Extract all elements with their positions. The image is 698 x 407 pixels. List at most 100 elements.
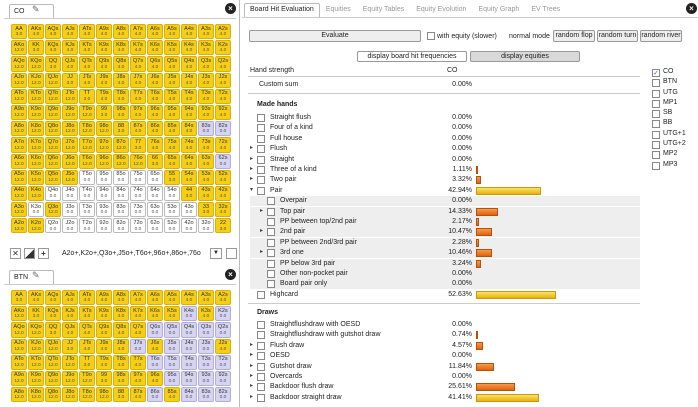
range-cell[interactable]: 98s 4.0 [113, 104, 129, 121]
range-cell[interactable]: 74o 0.0 [130, 185, 146, 202]
legend-checkbox[interactable] [652, 120, 660, 129]
range-cell[interactable]: KJs 4.0 [62, 40, 78, 56]
range-cell[interactable]: 82s 0.0 [215, 121, 231, 137]
range-cell[interactable]: J3s 0.0 [198, 338, 214, 354]
range-cell[interactable]: J5s 4.0 [164, 72, 180, 88]
range-cell[interactable]: 65o 0.0 [147, 169, 163, 185]
legend-item-utgplus2[interactable]: UTG+2 [652, 140, 686, 150]
range-cell[interactable]: 55 3.0 [164, 169, 180, 185]
row-checkbox[interactable] [257, 352, 265, 361]
range-cell[interactable]: JTs 4.0 [79, 72, 95, 88]
range-cell[interactable]: J2s 4.0 [215, 338, 231, 354]
range-cell[interactable]: JTs 4.0 [79, 338, 95, 354]
range-cell[interactable]: 86o 12.0 [113, 153, 129, 169]
range-cell[interactable]: 86s 0.0 [147, 387, 163, 403]
range-cell[interactable]: 62s 0.0 [215, 153, 231, 169]
range-cell[interactable]: 74s 4.0 [181, 137, 197, 153]
range-cell[interactable]: A5s 4.0 [164, 24, 180, 40]
range-cell[interactable]: K5s 4.0 [164, 40, 180, 56]
range-cell[interactable]: T5o 0.0 [79, 169, 95, 185]
range-cell[interactable]: AQs 4.0 [45, 24, 61, 40]
row-checkbox[interactable] [257, 176, 265, 185]
legend-item-btn[interactable]: BTN [652, 78, 686, 88]
range-cell[interactable]: QQ 3.0 [45, 322, 61, 338]
range-cell[interactable]: A7s 4.0 [130, 24, 146, 40]
range-cell[interactable]: ATo 12.0 [11, 88, 27, 104]
range-cell[interactable]: K2s 4.0 [215, 40, 231, 56]
range-cell[interactable]: K6s 4.0 [147, 306, 163, 322]
range-cell[interactable]: A5s 4.0 [164, 290, 180, 306]
range-cell[interactable]: 86s 4.0 [147, 121, 163, 137]
edit-icon[interactable]: ✎ [32, 270, 40, 280]
range-cell[interactable]: Q7s 4.0 [130, 56, 146, 72]
range-cell[interactable]: J2o 0.0 [62, 218, 78, 234]
range-cell[interactable]: J8o 12.0 [62, 387, 78, 403]
range-cell[interactable]: J8s 4.0 [113, 338, 129, 354]
range-cell[interactable]: A3s 4.0 [198, 290, 214, 306]
range-cell[interactable]: 83o 0.0 [113, 202, 129, 218]
expand-arrow-icon[interactable]: ▾ [250, 186, 254, 193]
range-cell[interactable]: AKs 4.0 [28, 24, 44, 40]
range-cell[interactable]: 84o 0.0 [113, 185, 129, 202]
range-cell[interactable]: T8o 12.0 [79, 387, 95, 403]
range-cell[interactable]: JTo 12.0 [62, 88, 78, 104]
range-cell[interactable]: 88 3.0 [113, 387, 129, 403]
range-cell[interactable]: T6s 0.0 [147, 354, 163, 370]
with-equity-checkbox[interactable] [427, 32, 435, 40]
range-cell[interactable]: Q5o 12.0 [45, 169, 61, 185]
range-cell[interactable]: 98s 4.0 [113, 370, 129, 387]
range-cell[interactable]: Q4s 4.0 [181, 56, 197, 72]
range-cell[interactable]: J5s 0.0 [164, 338, 180, 354]
range-cell[interactable]: A6o 12.0 [11, 153, 27, 169]
range-cell[interactable]: K2o 12.0 [28, 218, 44, 234]
range-cell[interactable]: 93o 0.0 [96, 202, 112, 218]
range-cell[interactable]: A4o 12.0 [11, 185, 27, 202]
legend-item-utg[interactable]: UTG [652, 89, 686, 99]
range-cell[interactable]: 83s 0.0 [198, 121, 214, 137]
range-cell[interactable]: Q4s 0.0 [181, 322, 197, 338]
range-cell[interactable]: KQo 12.0 [28, 322, 44, 338]
legend-item-mp3[interactable]: MP3 [652, 161, 686, 171]
range-cell[interactable]: 85o 0.0 [113, 169, 129, 185]
range-cell[interactable]: A9s 4.0 [96, 24, 112, 40]
range-cell[interactable]: J6s 4.0 [147, 72, 163, 88]
range-cell[interactable]: J4s 4.0 [181, 72, 197, 88]
range-cell[interactable]: Q8s 4.0 [113, 56, 129, 72]
range-cell[interactable]: 94s 4.0 [181, 104, 197, 121]
range-cell[interactable]: JJ 3.0 [62, 338, 78, 354]
range-cell[interactable]: K2s 0.0 [215, 306, 231, 322]
range-cell[interactable]: K9o 12.0 [28, 104, 44, 121]
range-cell[interactable]: T3s 0.0 [198, 354, 214, 370]
range-cell[interactable]: JTo 12.0 [62, 354, 78, 370]
expand-arrow-icon[interactable]: ▸ [250, 362, 254, 369]
range-cell[interactable]: 65s 4.0 [164, 153, 180, 169]
range-cell[interactable]: 53s 4.0 [198, 169, 214, 185]
range-cell[interactable]: Q6s 0.0 [147, 322, 163, 338]
row-checkbox[interactable] [257, 341, 265, 350]
row-checkbox[interactable] [267, 259, 275, 268]
range-cell[interactable]: J7s 4.0 [130, 72, 146, 88]
row-checkbox[interactable] [257, 362, 265, 371]
range-cell[interactable]: 96s 4.0 [147, 370, 163, 387]
range-cell[interactable]: 33 3.0 [198, 202, 214, 218]
range-cell[interactable]: 42s 4.0 [215, 185, 231, 202]
legend-checkbox[interactable]: ✓ [652, 69, 660, 77]
range-cell[interactable]: Q8o 12.0 [45, 387, 61, 403]
row-checkbox[interactable] [257, 166, 265, 174]
expand-arrow-icon[interactable]: ▸ [250, 166, 254, 172]
row-checkbox[interactable] [257, 393, 265, 402]
range-cell[interactable]: J5o 12.0 [62, 169, 78, 185]
range-cell[interactable]: Q5s 0.0 [164, 322, 180, 338]
range-cell[interactable]: 77 3.0 [130, 137, 146, 153]
legend-item-mp2[interactable]: MP2 [652, 150, 686, 160]
range-cell[interactable]: KK 3.0 [28, 306, 44, 322]
range-cell[interactable]: 54o 0.0 [164, 185, 180, 202]
close-icon[interactable]: × [686, 3, 697, 14]
range-cell[interactable]: 72o 0.0 [130, 218, 146, 234]
window-icon[interactable] [226, 248, 237, 259]
mode-label[interactable]: normal mode [509, 33, 550, 40]
row-checkbox[interactable] [257, 145, 265, 154]
expand-arrow-icon[interactable]: ▸ [250, 155, 254, 162]
legend-checkbox[interactable] [652, 99, 660, 108]
range-cell[interactable]: A7s 4.0 [130, 290, 146, 306]
